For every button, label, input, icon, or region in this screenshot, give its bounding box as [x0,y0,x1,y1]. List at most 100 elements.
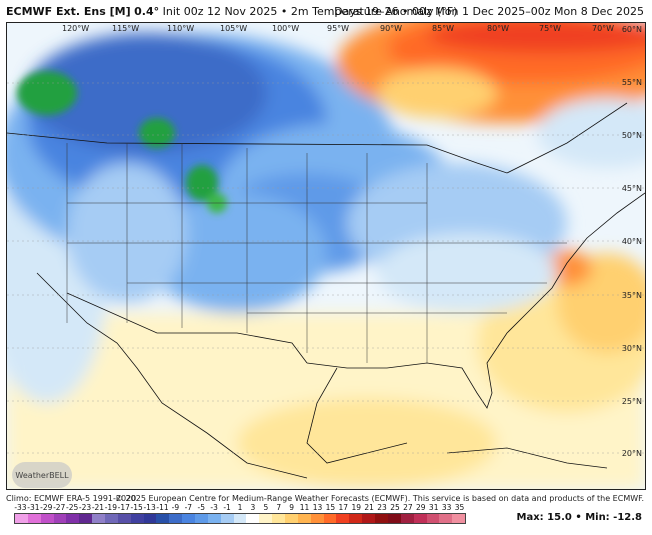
colorbar-tick-label: 7 [276,503,282,512]
lon-label: 120°W [62,24,90,33]
colorbar-swatch [297,514,311,523]
colorbar-tick-label: 5 [263,503,269,512]
lon-label: 75°W [539,24,562,33]
colorbar-tick-label: -1 [223,503,231,512]
model-name: ECMWF Ext. Ens [M] [6,5,131,18]
colorbar-tick-label: -13 [143,503,156,512]
colorbar-swatch [143,514,157,523]
lon-label: 110°W [167,24,195,33]
init-time: Init 00z 12 Nov 2025 [162,5,278,18]
colorbar-tick-label: -15 [130,503,143,512]
colorbar-tick-label: -7 [184,503,193,512]
colorbar-tick-label: 19 [351,503,361,512]
colorbar-tick-label: -33 [14,503,27,512]
anomaly-field [7,23,645,489]
colorbar-tick-label: 23 [377,503,387,512]
colorbar-swatch [92,514,106,523]
graticule [7,82,645,454]
model-resolution: 0.4° [134,5,160,18]
colorbar-tick-label: -25 [65,503,79,512]
colorbar-tick-label: 21 [364,503,374,512]
lat-label: 60°N [621,25,642,34]
colorbar [14,513,466,524]
colorbar-tick-label: 29 [416,503,426,512]
lon-label: 80°W [487,24,510,33]
colorbar-swatch [66,514,80,523]
colorbar-tick-label: 9 [289,503,295,512]
colorbar-swatch [130,514,144,523]
colorbar-tick-label: -31 [27,503,40,512]
colorbar-tick-label: 13 [312,503,323,512]
colorbar-swatch [195,514,208,523]
colorbar-tick-label: 35 [454,503,465,512]
colorbar-tick-label: 11 [299,503,310,512]
colorbar-swatch [387,514,401,523]
colorbar-swatch [439,514,453,523]
colorbar-swatch [27,514,41,523]
colorbar-swatch [220,514,234,523]
lat-label: 35°N [621,291,642,300]
lon-label: 85°W [432,24,455,33]
colorbar-tick-label: 31 [428,503,439,512]
colorbar-swatch [375,514,388,523]
colorbar-tick-label: 3 [250,503,256,512]
header-bar: ECMWF Ext. Ens [M] 0.4° Init 00z 12 Nov … [0,0,652,22]
lon-label: 70°W [592,24,615,33]
lon-label: 100°W [272,24,300,33]
colorbar-swatch [400,514,414,523]
colorbar-swatch [105,514,118,523]
field-name: 2m Temperature Anomaly (°F) [290,5,458,18]
weatherbell-logo: WeatherBELL [12,462,72,488]
colorbar-swatch [233,514,247,523]
lat-label: 40°N [621,237,642,246]
colorbar-swatch [246,514,260,523]
temperature-anomaly-map[interactable]: 120°W 115°W 110°W 105°W 100°W 95°W 90°W … [6,22,646,490]
colorbar-tick-label: -23 [78,503,92,512]
colorbar-tick-label: -9 [171,503,180,512]
colorbar-swatch [426,514,440,523]
lon-label: 105°W [220,24,248,33]
colorbar-ticks: -33 -31 -29 -27 -25 -23 -21 -19 -17 -15 -13 -11 -9 -7… [8,503,468,513]
colorbar-swatch [349,514,363,523]
colorbar-tick-label: -21 [91,503,105,512]
map-canvas [7,23,645,489]
colorbar-swatch [207,514,221,523]
colorbar-tick-label: -3 [210,503,218,512]
colorbar-swatch [323,514,337,523]
colorbar-tick-label: 15 [325,503,336,512]
copyright-credit: © 2025 European Centre for Medium-Range … [115,494,644,503]
colorbar-tick-label: -19 [104,503,117,512]
colorbar-swatch [182,514,196,523]
valid-period: Days 19–26 • 00z Mon 1 Dec 2025–00z Mon … [334,5,644,18]
lon-label: 90°W [380,24,403,33]
lat-label: 45°N [621,184,642,193]
lat-label: 20°N [621,449,642,458]
logo-text: WeatherBELL [15,470,69,480]
colorbar-swatch [40,514,54,523]
max-min-readout: Max: 15.0 • Min: -12.8 [516,512,642,523]
colorbar-swatch [79,514,93,523]
lat-label: 25°N [621,397,642,406]
colorbar-swatch [117,514,131,523]
colorbar-tick-label: 33 [441,503,452,512]
map-title: ECMWF Ext. Ens [M] 0.4° Init 00z 12 Nov … [6,5,458,18]
colorbar-swatch [53,514,67,523]
colorbar-swatch [310,514,324,523]
colorbar-swatch [413,514,427,523]
colorbar-tick-label: -27 [53,503,66,512]
colorbar-swatch [272,514,286,523]
colorbar-tick-label: 27 [403,503,413,512]
colorbar-swatch [156,514,170,523]
lon-label: 95°W [327,24,350,33]
colorbar-swatch [362,514,376,523]
colorbar-swatch [15,514,28,523]
lat-label: 55°N [621,78,642,87]
lat-label: 30°N [621,344,642,353]
colorbar-swatch [259,514,273,523]
lat-label: 50°N [621,131,642,140]
colorbar-tick-label: -29 [40,503,53,512]
colorbar-swatch [452,514,466,523]
colorbar-tick-label: 1 [237,503,243,512]
climo-credit: Climo: ECMWF ERA-5 1991-2020 [6,494,137,503]
colorbar-swatch [285,514,298,523]
